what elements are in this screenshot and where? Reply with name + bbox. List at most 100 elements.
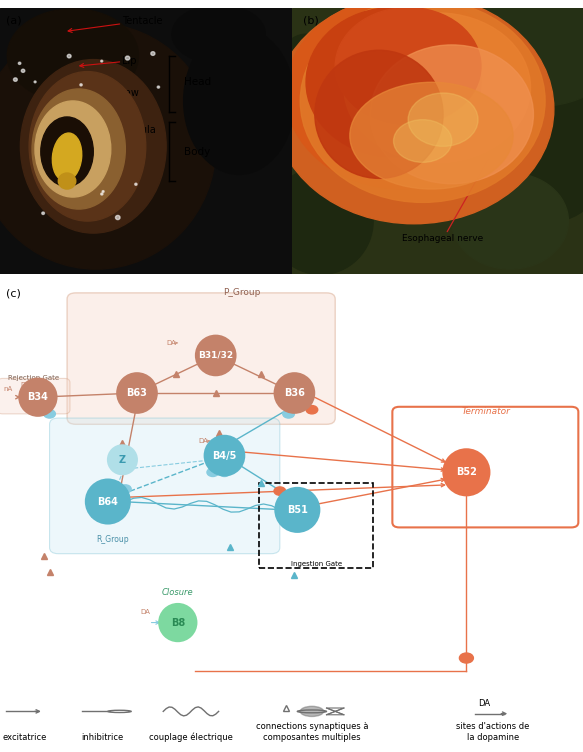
Text: Esophageal nerve: Esophageal nerve (402, 150, 493, 244)
FancyBboxPatch shape (0, 378, 70, 414)
Circle shape (22, 69, 25, 72)
Ellipse shape (490, 34, 583, 221)
Ellipse shape (20, 59, 166, 233)
Ellipse shape (41, 117, 93, 186)
Circle shape (125, 56, 130, 60)
Ellipse shape (29, 71, 146, 221)
Ellipse shape (184, 28, 294, 174)
Ellipse shape (58, 173, 76, 189)
Text: B36: B36 (284, 388, 305, 398)
Circle shape (459, 653, 473, 663)
Text: DA: DA (478, 699, 490, 708)
Circle shape (18, 62, 21, 65)
Circle shape (219, 468, 230, 477)
Circle shape (108, 710, 131, 713)
Ellipse shape (394, 120, 452, 162)
Circle shape (135, 183, 137, 185)
Text: (a): (a) (6, 16, 22, 26)
Circle shape (274, 487, 286, 496)
Text: DA: DA (166, 340, 176, 346)
Point (33, 391, 43, 403)
Text: Radula: Radula (74, 126, 156, 141)
Text: DA: DA (140, 609, 150, 615)
Ellipse shape (0, 23, 216, 269)
Circle shape (120, 485, 131, 493)
Text: couplage électrique: couplage électrique (149, 732, 233, 741)
FancyBboxPatch shape (392, 407, 578, 527)
Circle shape (283, 410, 294, 418)
Bar (259, 483, 373, 569)
Ellipse shape (172, 5, 265, 64)
Text: DA: DA (90, 513, 100, 519)
Text: Closure: Closure (162, 588, 194, 597)
Text: excitatrice: excitatrice (3, 732, 47, 741)
Circle shape (13, 78, 17, 81)
Ellipse shape (300, 706, 324, 717)
Circle shape (34, 81, 36, 83)
Ellipse shape (32, 89, 125, 209)
Point (118, 453, 127, 465)
Text: nA: nA (3, 386, 12, 392)
Circle shape (101, 60, 103, 62)
Ellipse shape (370, 45, 533, 183)
Point (211, 350, 220, 362)
Text: (b): (b) (303, 16, 319, 26)
Text: B63: B63 (127, 388, 147, 398)
Text: B64: B64 (97, 496, 118, 507)
Ellipse shape (335, 8, 481, 125)
Point (290, 387, 299, 399)
Ellipse shape (268, 168, 373, 274)
Text: B34: B34 (27, 393, 48, 402)
Circle shape (42, 212, 44, 214)
Text: DA: DA (20, 382, 30, 388)
Text: B8: B8 (171, 617, 185, 628)
Ellipse shape (52, 133, 82, 181)
Text: Jaw: Jaw (80, 88, 139, 102)
Ellipse shape (408, 93, 478, 147)
Text: Tentacle: Tentacle (68, 16, 163, 32)
Ellipse shape (300, 0, 545, 202)
Circle shape (101, 193, 103, 195)
Ellipse shape (306, 8, 481, 157)
Circle shape (67, 54, 71, 58)
Circle shape (151, 52, 155, 56)
Text: B51: B51 (287, 505, 308, 515)
Ellipse shape (35, 101, 111, 197)
Circle shape (306, 405, 318, 414)
Text: sites d'actions de
la dopamine: sites d'actions de la dopamine (456, 722, 529, 741)
Circle shape (80, 83, 82, 86)
Ellipse shape (344, 13, 531, 162)
Ellipse shape (315, 50, 443, 178)
Text: (c): (c) (6, 289, 21, 299)
Text: inhibitrice: inhibitrice (81, 732, 123, 741)
Ellipse shape (350, 82, 513, 189)
Ellipse shape (271, 34, 341, 141)
Text: Z: Z (119, 455, 126, 465)
Circle shape (297, 710, 326, 713)
Text: B52: B52 (456, 467, 477, 478)
Ellipse shape (452, 173, 568, 269)
Ellipse shape (286, 0, 519, 189)
Point (103, 496, 113, 508)
Circle shape (44, 410, 55, 418)
Text: connections synaptiques à
composantes multiples: connections synaptiques à composantes mu… (256, 722, 368, 741)
Circle shape (102, 190, 104, 193)
Circle shape (115, 215, 120, 220)
Text: Rejection Gate: Rejection Gate (8, 375, 59, 381)
Circle shape (207, 468, 219, 477)
Ellipse shape (458, 0, 583, 106)
Point (293, 504, 302, 516)
Circle shape (157, 86, 160, 88)
Text: B31/32: B31/32 (198, 351, 233, 360)
Text: Ingestion Gate: Ingestion Gate (291, 561, 342, 567)
Text: Head: Head (184, 77, 211, 87)
FancyBboxPatch shape (67, 293, 335, 424)
Point (462, 466, 471, 478)
Text: B4/5: B4/5 (212, 450, 237, 461)
Text: Lip: Lip (80, 56, 137, 68)
Text: DA: DA (198, 438, 208, 444)
Point (132, 387, 142, 399)
Point (173, 617, 182, 629)
Text: R_Group: R_Group (96, 535, 129, 544)
Text: Terminator: Terminator (461, 407, 510, 416)
